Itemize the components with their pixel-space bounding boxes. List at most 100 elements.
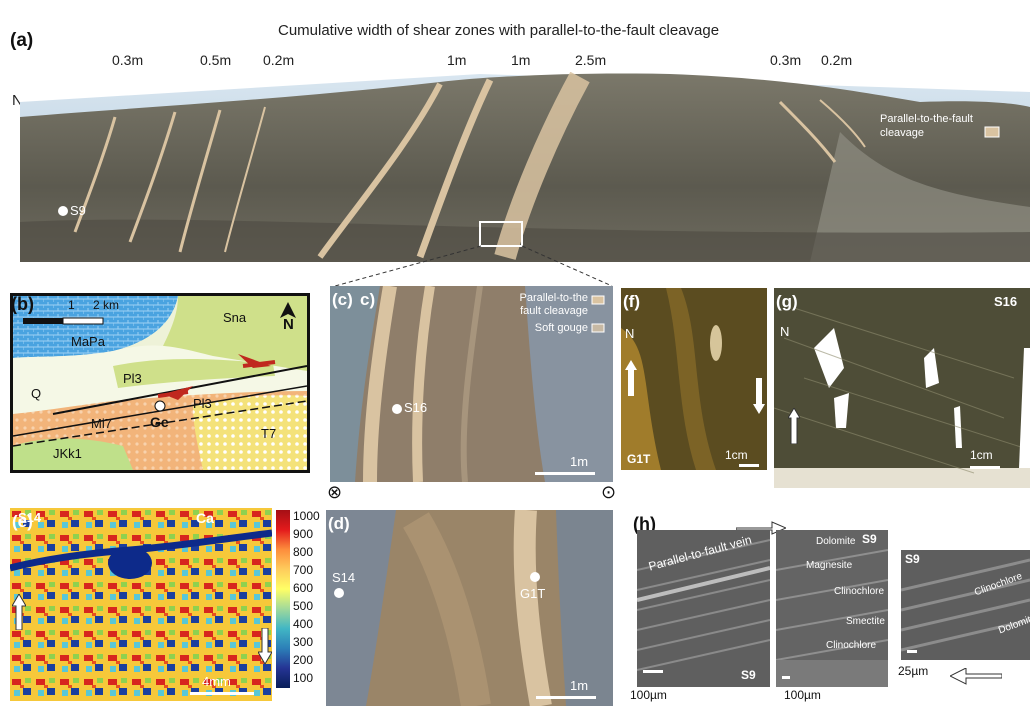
unit-jkk1: JKk1 (53, 446, 82, 461)
width-label-7: 0.3m (770, 52, 802, 68)
mineral-smectite: Smectite (846, 616, 885, 627)
sem-img1-sample: S9 (741, 668, 756, 682)
panel-c-label-dup: c) (360, 290, 376, 309)
panel-a-legend: Parallel-to-the-fault cleavage (880, 113, 973, 139)
width-label-4: 1m (447, 52, 467, 68)
panel-h-image-3: S9 Clinochlore Dolomite (901, 550, 1030, 660)
unit-pl3-upper: Pl3 (123, 371, 142, 386)
width-label-8: 0.2m (821, 52, 853, 68)
panel-h-image-2: Dolomite Magnesite Clinochlore Smectite … (776, 530, 888, 687)
panel-f-photo: (f) N G1T 1cm (621, 288, 767, 470)
colorbar-tick-600: 600 (293, 581, 314, 595)
panel-a-north: N (12, 92, 23, 109)
sample-s16-marker (392, 404, 402, 414)
width-label-5: 1m (511, 52, 531, 68)
panel-d-label: (d) (328, 514, 350, 533)
sem-image-clinochlore (901, 550, 1030, 660)
ca-element-map (10, 508, 272, 701)
panel-g-north: N (780, 324, 790, 339)
sem-img3-scale-bar (907, 650, 917, 653)
outcrop-closeup-image (330, 286, 613, 482)
unit-pl3-lower: Pl3 (193, 396, 212, 411)
panel-g-sample: S16 (994, 294, 1018, 309)
panel-d-scale-label: 1m (570, 678, 589, 693)
unit-ge: Ge (150, 414, 169, 430)
shear-sense-arrow-bottom (950, 668, 1002, 685)
sem-img1-scale-label: 100µm (630, 688, 667, 702)
panel-e-element: Ca (196, 510, 214, 526)
panel-e-scale-bar (190, 692, 254, 695)
panel-f-label: (f) (623, 292, 640, 311)
panel-c-label: (c) (332, 290, 353, 309)
panel-f-scale-label: 1cm (725, 448, 748, 462)
panel-g-label: (g) (776, 292, 798, 311)
panel-c-photo: (c) c) Parallel-to-the fault cleavage So… (330, 286, 613, 482)
panel-g-scale-bar (970, 466, 1000, 469)
width-label-3: 0.2m (263, 52, 295, 68)
outcrop-panorama-image (20, 72, 1030, 262)
panel-b-map: (b) 1 2 km N MaPa Sna Q Pl3 Pl3 Mi7 Ge T… (10, 293, 310, 473)
panel-g-photo: (g) N S16 1cm (774, 288, 1030, 488)
mineral-magnesite: Magnesite (806, 560, 853, 571)
width-label-1: 0.3m (112, 52, 144, 68)
shear-arrow-down-f (753, 378, 765, 414)
unit-mi7: Mi7 (91, 416, 112, 431)
colorbar (276, 510, 290, 688)
colorbar-tick-900: 900 (293, 527, 314, 541)
out-of-page-symbol: ⊙ (601, 482, 617, 502)
sem-image-minerals (776, 530, 888, 687)
shear-arrow-down (258, 628, 272, 664)
width-label-6: 2.5m (575, 52, 607, 68)
into-page-symbol: ⊗ (327, 482, 343, 502)
panel-e-label: (e) (12, 512, 33, 531)
panel-a-photo: S9 Parallel-to-the-fault cleavage (20, 72, 1030, 262)
unit-t7: T7 (261, 426, 277, 441)
shear-arrow-up-g (788, 408, 800, 444)
thin-section-s16-image (774, 288, 1030, 488)
sample-s14-label: S14 (332, 570, 356, 585)
colorbar-tick-500: 500 (293, 599, 314, 613)
panel-c-legend-gouge: Soft gouge (534, 322, 588, 334)
shear-arrow-up (12, 594, 26, 630)
sample-g1t-marker (530, 572, 540, 582)
panel-f-north: N (625, 326, 635, 341)
outcrop-detail-image (326, 510, 613, 706)
shear-arrow-up-f (625, 360, 637, 396)
thin-section-g1t-image (621, 288, 767, 470)
sem-img1-scale-bar (643, 670, 663, 673)
panel-e-scale-label: 4mm (202, 674, 231, 689)
mineral-dolomite: Dolomite (816, 536, 856, 547)
colorbar-tick-300: 300 (293, 635, 314, 649)
colorbar-tick-400: 400 (293, 617, 314, 631)
panel-c-scale-label: 1m (570, 454, 589, 469)
panel-a-label: (a) (10, 30, 34, 51)
panel-d-scale-bar (536, 696, 596, 699)
sem-img2-sample: S9 (862, 532, 877, 546)
colorbar-tick-1000: 1000 (293, 509, 320, 523)
scale-value-2: 2 km (93, 298, 120, 312)
panel-d-photo: (d) S14 G1T 1m (326, 510, 613, 706)
mineral-clinochlore-1: Clinochlore (834, 586, 885, 597)
colorbar-tick-100: 100 (293, 671, 314, 685)
panel-c-legend-cleavage: Parallel-to-the fault cleavage (519, 292, 588, 317)
sem-img3-scale-label: 25µm (898, 664, 929, 678)
colorbar-tick-200: 200 (293, 653, 314, 667)
sample-s9-label: S9 (70, 203, 86, 218)
panel-c-scale-bar (535, 472, 595, 475)
scale-value-1: 1 (68, 298, 75, 312)
sample-g1t-label: G1T (520, 586, 546, 601)
panel-e-map: (e) S14 Ca 4mm (10, 508, 272, 701)
colorbar-tick-800: 800 (293, 545, 314, 559)
panel-f-scale-bar (739, 464, 759, 467)
sem-img2-scale-label: 100µm (784, 688, 821, 702)
unit-sna: Sna (223, 310, 247, 325)
sample-s9-marker (58, 206, 68, 216)
figure-title: Cumulative width of shear zones with par… (278, 22, 720, 39)
sem-image-vein (637, 530, 770, 687)
panel-e-sample: S14 (18, 510, 42, 525)
map-north-label: N (283, 316, 294, 333)
panel-f-sample: G1T (627, 452, 651, 466)
panel-b-label: (b) (11, 294, 34, 314)
sem-img2-scale-bar (782, 676, 790, 679)
sample-s16-label: S16 (404, 400, 428, 415)
